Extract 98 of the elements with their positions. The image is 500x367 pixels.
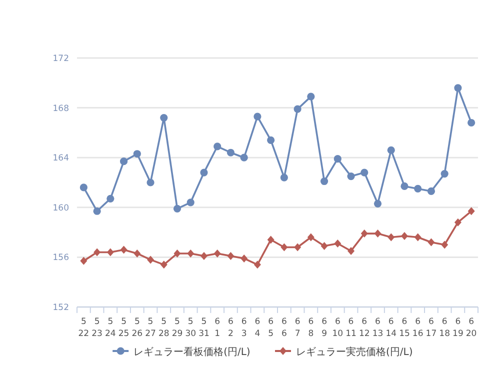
x-tick-label: 6 1 — [214, 317, 220, 339]
point — [400, 232, 408, 240]
point — [414, 233, 422, 242]
x-tick-label: 5 29 — [172, 317, 183, 339]
point — [160, 260, 168, 269]
point — [200, 252, 208, 260]
point — [387, 146, 395, 154]
point — [267, 236, 274, 244]
x-tick-label: 6 10 — [332, 317, 344, 339]
x-tick-label: 6 4 — [254, 317, 260, 339]
point — [307, 92, 315, 100]
point — [120, 246, 128, 254]
point — [280, 174, 288, 182]
point — [320, 242, 328, 250]
point — [334, 155, 342, 163]
point — [227, 252, 234, 260]
point — [360, 230, 368, 238]
x-tick-label: 5 22 — [78, 317, 90, 339]
point — [441, 240, 448, 249]
legend-label: レギュラー実売価格(円/L) — [296, 346, 413, 358]
point — [374, 200, 382, 208]
point — [294, 105, 302, 113]
x-tick-label: 6 19 — [452, 317, 464, 339]
x-tick-label: 6 9 — [322, 317, 327, 339]
point — [360, 168, 368, 176]
point — [307, 233, 314, 242]
point — [400, 182, 408, 190]
point — [120, 158, 128, 166]
y-tick-label: 172 — [52, 54, 69, 64]
point — [93, 207, 101, 215]
x-tick-label: 5 28 — [158, 317, 170, 339]
point — [294, 243, 302, 252]
x-tick-label: 6 15 — [399, 317, 410, 339]
x-tick-label: 5 30 — [185, 317, 196, 339]
point — [254, 112, 262, 120]
point — [388, 233, 395, 242]
x-tick-label: 6 5 — [268, 317, 274, 339]
point — [147, 256, 154, 264]
point — [347, 172, 355, 180]
x-tick-label: 6 12 — [358, 317, 370, 339]
point — [187, 249, 194, 258]
point — [428, 238, 435, 246]
x-tick-label: 5 26 — [132, 317, 143, 339]
point — [334, 240, 342, 248]
point — [226, 148, 235, 156]
point — [80, 184, 88, 192]
point — [454, 84, 462, 92]
point — [134, 249, 141, 258]
x-tick-label: 5 24 — [105, 317, 116, 339]
x-tick-label: 6 6 — [281, 317, 287, 339]
point — [80, 256, 88, 265]
x-tick-label: 6 13 — [372, 317, 384, 339]
point — [240, 254, 248, 262]
y-tick-label: 160 — [52, 203, 69, 214]
point — [186, 198, 194, 206]
point — [214, 249, 221, 258]
legend-label: レギュラー看板価格(円/L) — [134, 346, 250, 358]
x-tick-label: 6 7 — [294, 317, 300, 339]
point — [374, 230, 382, 238]
point — [133, 150, 141, 158]
x-tick-label: 6 11 — [346, 317, 356, 339]
x-tick-label: 6 20 — [466, 317, 477, 339]
point — [106, 248, 114, 256]
point — [173, 204, 182, 212]
point — [454, 218, 462, 226]
point — [240, 154, 248, 162]
point — [440, 170, 448, 178]
x-tick-label: 5 27 — [145, 317, 156, 339]
point — [174, 249, 181, 258]
point — [280, 243, 288, 252]
point — [160, 114, 168, 122]
point — [320, 177, 328, 186]
point — [254, 260, 261, 269]
x-tick-label: 6 17 — [426, 317, 437, 339]
y-tick-label: 168 — [52, 104, 69, 114]
x-tick-label: 6 18 — [439, 317, 450, 339]
x-tick-label: 6 2 — [228, 317, 234, 339]
point — [200, 168, 208, 176]
point — [348, 246, 355, 255]
point — [106, 194, 114, 202]
point — [414, 184, 422, 193]
point — [146, 178, 154, 186]
y-tick-label: 164 — [52, 154, 69, 164]
point — [94, 248, 101, 256]
point — [468, 118, 476, 127]
x-tick-label: 6 14 — [386, 317, 397, 339]
x-tick-label: 6 16 — [412, 317, 424, 339]
point — [214, 142, 222, 150]
x-tick-label: 5 23 — [92, 317, 102, 339]
y-tick-label: 156 — [52, 253, 69, 264]
x-tick-label: 6 3 — [241, 317, 247, 339]
y-tick-label: 152 — [52, 303, 69, 313]
point — [267, 136, 275, 144]
point — [468, 207, 475, 216]
x-tick-label: 5 31 — [198, 317, 210, 339]
point — [427, 187, 436, 196]
x-tick-label: 5 25 — [118, 317, 130, 339]
x-tick-label: 6 8 — [308, 317, 314, 339]
